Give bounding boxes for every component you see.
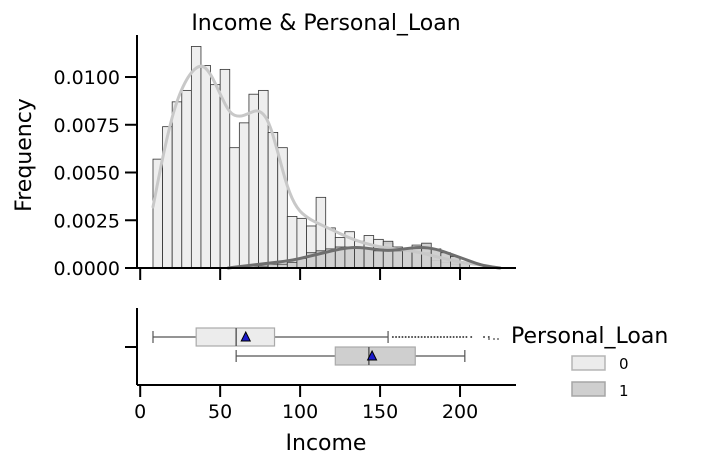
box-outlier <box>420 336 423 338</box>
histogram-panel: 0.0000 0.0025 0.0050 0.0075 0.0100 <box>54 35 516 280</box>
box-outlier <box>401 336 404 338</box>
box-outlier <box>414 336 417 338</box>
boxplots <box>152 327 490 366</box>
boxplot-panel: 0 50 100 150 200 <box>125 308 516 423</box>
box-outlier <box>433 336 436 338</box>
chart-title: Income & Personal_Loan <box>191 11 460 36</box>
legend-outlier-marker <box>488 338 499 340</box>
histogram-bar-0 <box>200 65 211 269</box>
histogram-bar-0 <box>210 84 221 269</box>
box-outlier <box>465 336 468 338</box>
box-iqr <box>334 346 416 366</box>
legend: Personal_Loan 0 1 <box>488 324 668 400</box>
box-outlier <box>391 336 394 338</box>
kde-line-0 <box>151 64 500 270</box>
box-outlier <box>411 336 414 338</box>
legend-swatch-0 <box>571 355 606 371</box>
box-outlier <box>395 336 398 338</box>
legend-label-1: 1 <box>619 382 629 400</box>
boxplot-x-ticks: 0 50 100 150 200 <box>134 385 478 423</box>
histogram-bar-1 <box>344 246 355 269</box>
histogram-bar-1 <box>354 246 365 269</box>
legend-label-0: 0 <box>619 355 629 373</box>
box-outlier <box>449 336 452 338</box>
y-tick-label: 0.0100 <box>54 67 120 89</box>
box-outlier <box>404 336 407 338</box>
box-outlier <box>487 336 490 338</box>
box-outlier <box>417 336 420 338</box>
box-outlier <box>439 336 442 338</box>
box-outlier <box>443 336 446 338</box>
histogram-x-ticks <box>139 268 462 280</box>
box-mean-marker <box>366 349 378 361</box>
histogram-bar-0 <box>267 132 279 269</box>
x-tick-label: 100 <box>282 401 318 423</box>
y-tick-label: 0.0000 <box>54 258 120 280</box>
legend-title: Personal_Loan <box>511 324 668 349</box>
histogram-bar-0 <box>190 46 202 269</box>
box-outlier <box>459 336 462 338</box>
x-tick-label: 50 <box>208 401 232 423</box>
box-iqr <box>195 327 276 347</box>
histogram-bar-1 <box>363 248 375 269</box>
histogram-bar-0 <box>229 147 240 269</box>
histogram-series-0 <box>152 46 461 269</box>
histogram-bar-0 <box>238 122 250 269</box>
y-axis-label: Frequency <box>12 98 37 212</box>
box-outlier <box>407 336 410 338</box>
histogram-bar-0 <box>181 89 192 269</box>
legend-swatch-1 <box>571 381 606 397</box>
x-axis-label: Income <box>286 431 367 456</box>
histogram-bar-0 <box>248 93 259 269</box>
y-tick-label: 0.0025 <box>54 210 120 232</box>
histogram-y-ticks: 0.0000 0.0025 0.0050 0.0075 0.0100 <box>54 67 137 280</box>
kde-lines <box>151 64 502 270</box>
box-outlier <box>436 336 439 338</box>
histogram-bar-1 <box>373 250 384 269</box>
box-mean-marker <box>240 330 252 342</box>
y-tick-label: 0.0075 <box>54 115 120 137</box>
box-outlier <box>446 336 449 338</box>
box-outlier <box>455 336 458 338</box>
boxplot-0 <box>152 327 490 347</box>
box-outlier <box>483 336 486 338</box>
histogram-bar-1 <box>392 250 403 269</box>
box-outlier <box>462 336 465 338</box>
x-tick-label: 150 <box>362 401 398 423</box>
x-tick-label: 200 <box>442 401 478 423</box>
y-tick-label: 0.0050 <box>54 163 120 185</box>
histogram-bar-1 <box>382 240 394 269</box>
x-tick-label: 0 <box>134 401 146 423</box>
box-outlier <box>423 336 426 338</box>
box-outlier <box>452 336 455 338</box>
kde-line-1 <box>226 245 502 270</box>
box-outlier <box>427 336 430 338</box>
box-outlier <box>430 336 433 338</box>
histogram-bar-0 <box>171 101 183 269</box>
box-outlier <box>398 336 401 338</box>
box-outlier <box>470 336 473 338</box>
boxplot-1 <box>235 346 466 366</box>
